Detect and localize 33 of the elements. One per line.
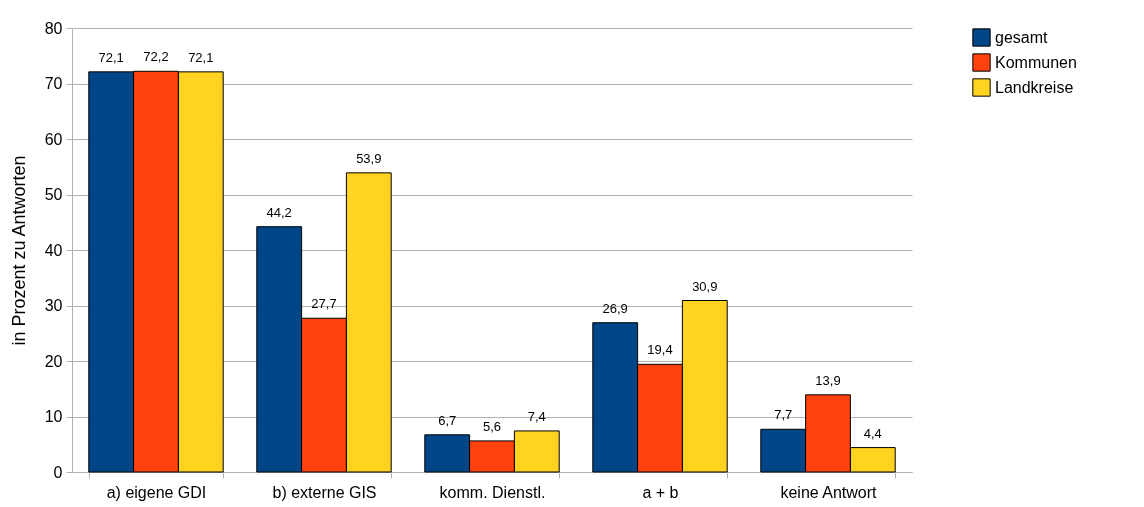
data-label: 4,4 xyxy=(863,425,882,441)
data-label: 72,1 xyxy=(188,49,214,65)
data-label: 26,9 xyxy=(602,300,628,316)
data-label: 7,4 xyxy=(527,408,546,424)
y-tick-label: 50 xyxy=(44,186,63,203)
y-tick-label: 0 xyxy=(53,463,63,481)
data-label: 44,2 xyxy=(266,204,292,220)
data-label: 13,9 xyxy=(815,372,841,388)
y-tick-label: 20 xyxy=(44,352,63,370)
x-tick-label: keine Antwort xyxy=(780,483,878,501)
data-label: 19,4 xyxy=(647,342,673,358)
y-tick-label: 30 xyxy=(44,297,63,314)
data-label: 72,1 xyxy=(98,49,124,65)
data-label: 30,9 xyxy=(692,278,718,294)
x-tick-label: b) externe GIS xyxy=(272,483,377,501)
data-label: 7,7 xyxy=(774,407,793,423)
data-label: 27,7 xyxy=(311,296,337,312)
y-axis-title: in Prozent zu Antworten xyxy=(8,155,29,346)
y-tick-label: 10 xyxy=(44,408,63,425)
data-label: 53,9 xyxy=(356,150,382,166)
data-label: 72,2 xyxy=(143,49,169,65)
x-tick-label: a + b xyxy=(642,483,679,501)
legend-label: Kommunen xyxy=(995,53,1077,71)
legend-label: Landkreise xyxy=(995,78,1074,96)
legend-label: gesamt xyxy=(995,28,1049,46)
data-label: 6,7 xyxy=(438,412,457,428)
y-tick-label: 60 xyxy=(44,130,63,148)
y-tick-label: 40 xyxy=(44,241,63,259)
data-label: 5,6 xyxy=(482,418,502,434)
x-tick-label: komm. Dienstl. xyxy=(439,483,546,501)
y-tick-label: 80 xyxy=(44,19,63,37)
y-tick-label: 70 xyxy=(44,75,63,92)
x-tick-label: a) eigene GDI xyxy=(106,483,207,501)
